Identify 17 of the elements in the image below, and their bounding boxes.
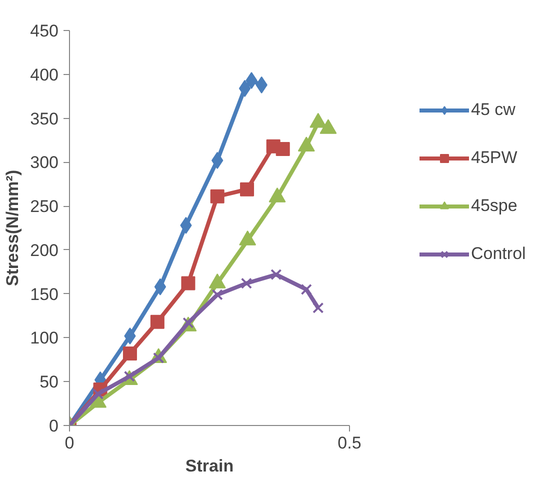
y-tick-label: 300 — [30, 153, 59, 172]
y-tick-label: 150 — [30, 284, 59, 304]
x-axis-title: Strain — [185, 456, 234, 476]
legend-label: Control — [471, 244, 526, 264]
y-tick-label: 350 — [30, 109, 59, 128]
legend-label: 45PW — [471, 148, 518, 168]
y-tick-label: 250 — [30, 197, 59, 216]
y-axis-title: Stress(N/mm²) — [3, 170, 22, 286]
legend-label: 45spe — [471, 196, 518, 216]
y-tick-label: 0 — [49, 416, 59, 436]
y-tick-label: 200 — [30, 240, 59, 260]
legend-label: 45 cw — [471, 100, 516, 120]
y-tick-label: 400 — [30, 65, 59, 84]
y-tick-label: 450 — [30, 22, 59, 40]
x-tick-label: 0.5 — [338, 434, 362, 452]
y-tick-label: 100 — [30, 328, 59, 348]
y-tick-label: 50 — [40, 372, 59, 392]
